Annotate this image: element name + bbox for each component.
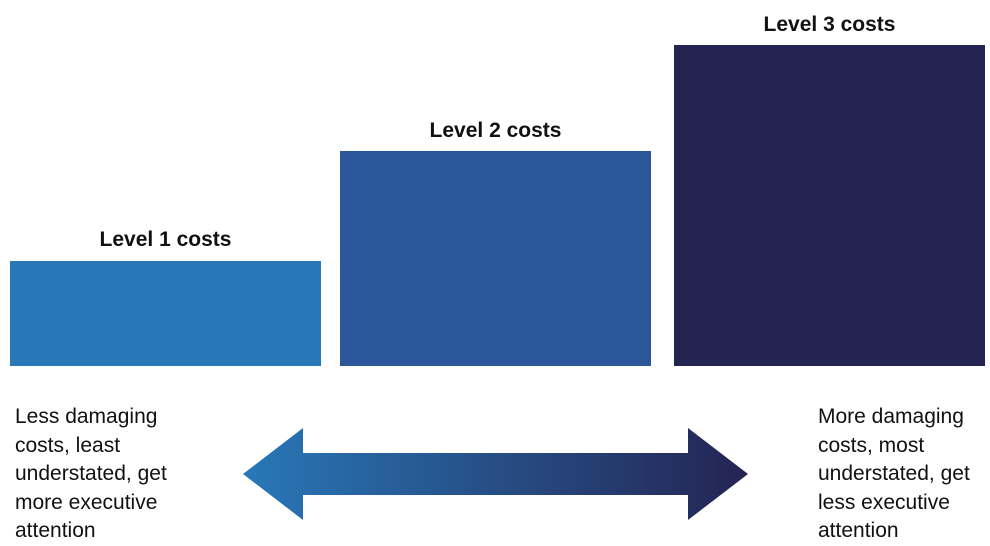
right-description-line: More damaging [818,405,964,428]
level-1-label: Level 1 costs [99,228,232,251]
left-description-line: understated, get [15,462,167,485]
right-description-line: attention [818,519,899,542]
level-3-block [674,45,985,366]
arrow-shape [243,428,748,520]
level-3-label: Level 3 costs [763,13,896,36]
double-arrow-icon [243,428,748,520]
left-description-line: costs, least [15,433,121,457]
level-1-block [10,261,321,366]
right-description: More damaging costs, most understated, g… [818,403,988,546]
left-description-line: Less damaging [15,405,158,428]
right-description-line: understated, get [818,462,970,485]
level-2-label: Level 2 costs [429,119,562,142]
right-description-line: less executive [818,490,950,514]
left-description-line: attention [15,519,96,542]
left-description: Less damaging costs, least understated, … [15,403,235,546]
level-2-block [340,151,651,366]
right-description-line: costs, most [818,433,925,457]
left-description-line: more executive [15,490,158,514]
